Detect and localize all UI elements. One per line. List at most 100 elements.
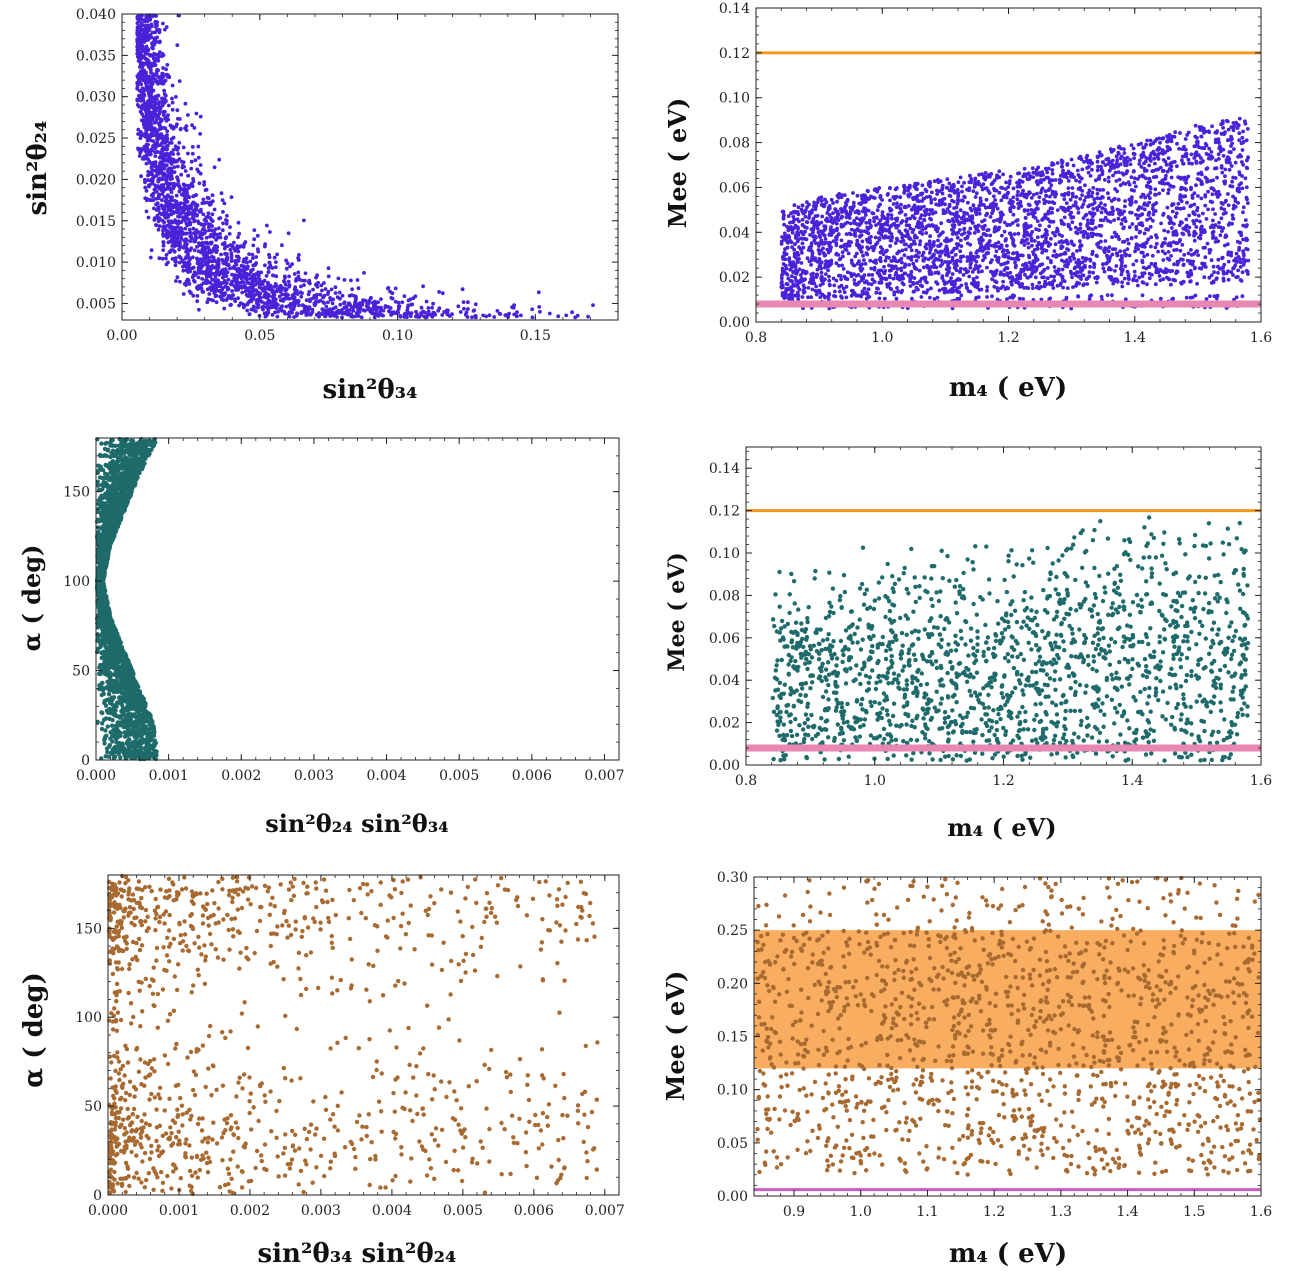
panel-1-point xyxy=(224,221,229,226)
panel-1-point xyxy=(241,280,245,284)
panel-2-point xyxy=(800,203,805,208)
panel-1-point xyxy=(414,314,418,319)
panel-1-point xyxy=(400,300,405,305)
panel-1-point xyxy=(140,76,145,80)
panel-1-point xyxy=(249,282,254,286)
panel-1-point xyxy=(206,211,211,216)
panel-2-point xyxy=(1047,224,1052,229)
panel-2-point xyxy=(1180,243,1185,247)
panel-2-point xyxy=(1013,265,1018,270)
panel-1-point xyxy=(207,202,212,207)
panel-1-point xyxy=(326,300,330,305)
panel-2-point xyxy=(933,197,937,202)
panel-2-point xyxy=(1174,211,1179,216)
panel-2-point xyxy=(1128,210,1132,215)
panel-2-point xyxy=(788,278,793,283)
panel-2-point xyxy=(1241,205,1246,210)
panel-2-point xyxy=(837,257,842,262)
panel-2-point xyxy=(784,281,789,286)
panel-1-point xyxy=(299,311,304,316)
panel-2-point xyxy=(1153,282,1158,287)
panel-2-point xyxy=(1092,265,1096,270)
panel-2-point xyxy=(1107,245,1112,250)
panel-2-point xyxy=(1052,274,1056,279)
panel-1-point xyxy=(326,307,331,312)
panel-1-point xyxy=(260,280,265,285)
panel-1-point xyxy=(186,113,190,117)
panel-2-point xyxy=(1166,229,1170,234)
panel-1-point xyxy=(319,283,324,288)
panel-1-point xyxy=(260,305,264,310)
panel-2-point xyxy=(972,231,977,235)
panel-2-point xyxy=(1078,226,1083,231)
panel-1-point xyxy=(161,240,166,244)
panel-1-point xyxy=(340,293,345,298)
panel-2-point xyxy=(914,285,919,290)
panel-1-point xyxy=(204,278,209,283)
panel-1-point xyxy=(237,231,242,236)
panel-1-point xyxy=(190,145,195,149)
panel-2-point xyxy=(1118,249,1123,254)
panel-2-point xyxy=(795,290,800,295)
panel-1-point xyxy=(183,169,188,173)
panel-2-point xyxy=(968,173,972,178)
panel-2-point xyxy=(971,189,976,194)
panel-2-point xyxy=(903,213,908,217)
panel-2-point xyxy=(856,245,861,250)
panel-2-point xyxy=(953,253,958,257)
panel-1-point xyxy=(283,274,287,279)
panel-1-point xyxy=(212,278,217,283)
panel-2-point xyxy=(1035,235,1040,240)
panel-2-point xyxy=(840,250,845,255)
panel-1-point xyxy=(230,293,235,298)
panel-1-point xyxy=(173,263,178,268)
panel-2-point xyxy=(882,264,886,269)
panel-1-point xyxy=(158,150,163,155)
panel-1-point xyxy=(135,31,140,36)
panel-1-point xyxy=(168,166,173,171)
panel-2-point xyxy=(895,267,900,271)
panel-1-point xyxy=(159,203,164,208)
panel-1-point xyxy=(181,232,186,236)
panel-2-point xyxy=(887,235,891,240)
panel-2-point xyxy=(912,216,917,221)
panel-2-point xyxy=(1148,159,1153,163)
panel-2-point xyxy=(1184,154,1189,159)
panel-1-xtick-label: 0.10 xyxy=(382,328,413,344)
panel-1-point xyxy=(160,52,165,56)
panel-2-point xyxy=(1187,213,1191,218)
panel-2-point xyxy=(1164,173,1168,178)
panel-2-point xyxy=(1037,280,1042,285)
panel-2-point xyxy=(997,169,1002,174)
panel-2: 0.8 1.0 1.2 1.4 1.60.000.020.040.060.080.100… xyxy=(663,1,1272,403)
panel-2-point xyxy=(1188,295,1193,300)
panel-1-point xyxy=(150,172,155,177)
panel-1-point xyxy=(164,99,168,104)
panel-2-point xyxy=(1035,284,1039,289)
panel-1-point xyxy=(177,260,182,265)
panel-1-point xyxy=(426,306,431,310)
panel-2-point xyxy=(895,236,899,241)
panel-2-point xyxy=(1194,218,1199,223)
panel-1-point xyxy=(197,307,201,312)
panel-1-point xyxy=(166,240,171,245)
panel-1-point xyxy=(530,307,535,312)
panel-2-point xyxy=(925,263,930,268)
panel-2-point xyxy=(1227,167,1232,172)
panel-2-point xyxy=(839,238,844,243)
panel-2-point xyxy=(1016,223,1020,228)
panel-2-point xyxy=(797,267,802,272)
panel-1-point xyxy=(244,256,249,261)
panel-1-point xyxy=(570,310,574,315)
panel-2-point xyxy=(969,208,974,213)
panel-2-point xyxy=(1210,124,1214,129)
panel-2-point xyxy=(1118,162,1123,167)
panel-1-point xyxy=(160,198,164,203)
panel-2-point xyxy=(803,214,808,219)
panel-2-point xyxy=(1232,147,1236,152)
panel-1-point xyxy=(396,300,401,305)
panel-1-point xyxy=(355,278,360,282)
panel-1-point xyxy=(159,126,163,131)
panel-2-point xyxy=(829,197,834,202)
panel-1-point xyxy=(196,230,201,235)
